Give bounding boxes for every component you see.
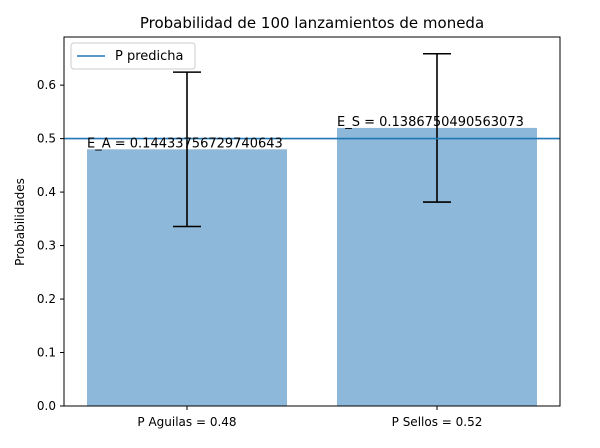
legend-box	[70, 42, 196, 70]
data-label: E_S = 0.1386750490563073	[337, 115, 524, 130]
x-tick-label: P Sellos = 0.52	[392, 415, 483, 429]
y-tick-label: 0.5	[37, 132, 56, 146]
data-label: E_A = 0.14433756729740643	[87, 136, 283, 151]
y-tick-label: 0.3	[37, 239, 56, 253]
x-tick-label: P Aguilas = 0.48	[137, 415, 236, 429]
y-tick-label: 0.4	[37, 185, 56, 199]
y-tick-label: 0.6	[37, 78, 56, 92]
y-axis-label: Probabilidades	[13, 178, 27, 266]
y-tick-label: 0.1	[37, 346, 56, 360]
y-tick-label: 0.0	[37, 399, 56, 413]
plot-area: E_A = 0.14433756729740643 E_S = 0.1386750…	[37, 36, 561, 429]
plot-frame	[63, 36, 561, 407]
chart-title: Probabilidad de 100 lanzamientos de mone…	[140, 14, 484, 32]
y-tick-label: 0.2	[37, 292, 56, 306]
legend-label: P predicha	[115, 49, 184, 64]
